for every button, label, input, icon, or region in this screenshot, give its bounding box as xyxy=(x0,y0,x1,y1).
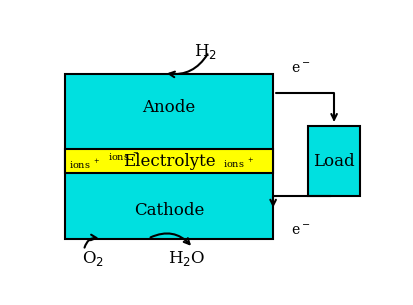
Text: Anode: Anode xyxy=(142,99,195,116)
Bar xyxy=(308,126,359,196)
Bar xyxy=(64,149,273,173)
Text: Load: Load xyxy=(313,152,354,170)
Text: ions $^-$: ions $^-$ xyxy=(108,151,139,162)
Text: O$_2$: O$_2$ xyxy=(82,249,104,268)
Text: H$_2$O: H$_2$O xyxy=(168,249,204,268)
Text: H$_2$: H$_2$ xyxy=(194,42,217,61)
Text: e$^-$: e$^-$ xyxy=(290,223,309,237)
Text: e$^-$: e$^-$ xyxy=(290,61,309,75)
Bar xyxy=(64,74,273,239)
Text: ions $^+$: ions $^+$ xyxy=(223,157,254,170)
Text: Electrolyte: Electrolyte xyxy=(122,152,215,170)
Text: ions $^+$: ions $^+$ xyxy=(69,158,101,171)
Text: Cathode: Cathode xyxy=(133,202,204,219)
